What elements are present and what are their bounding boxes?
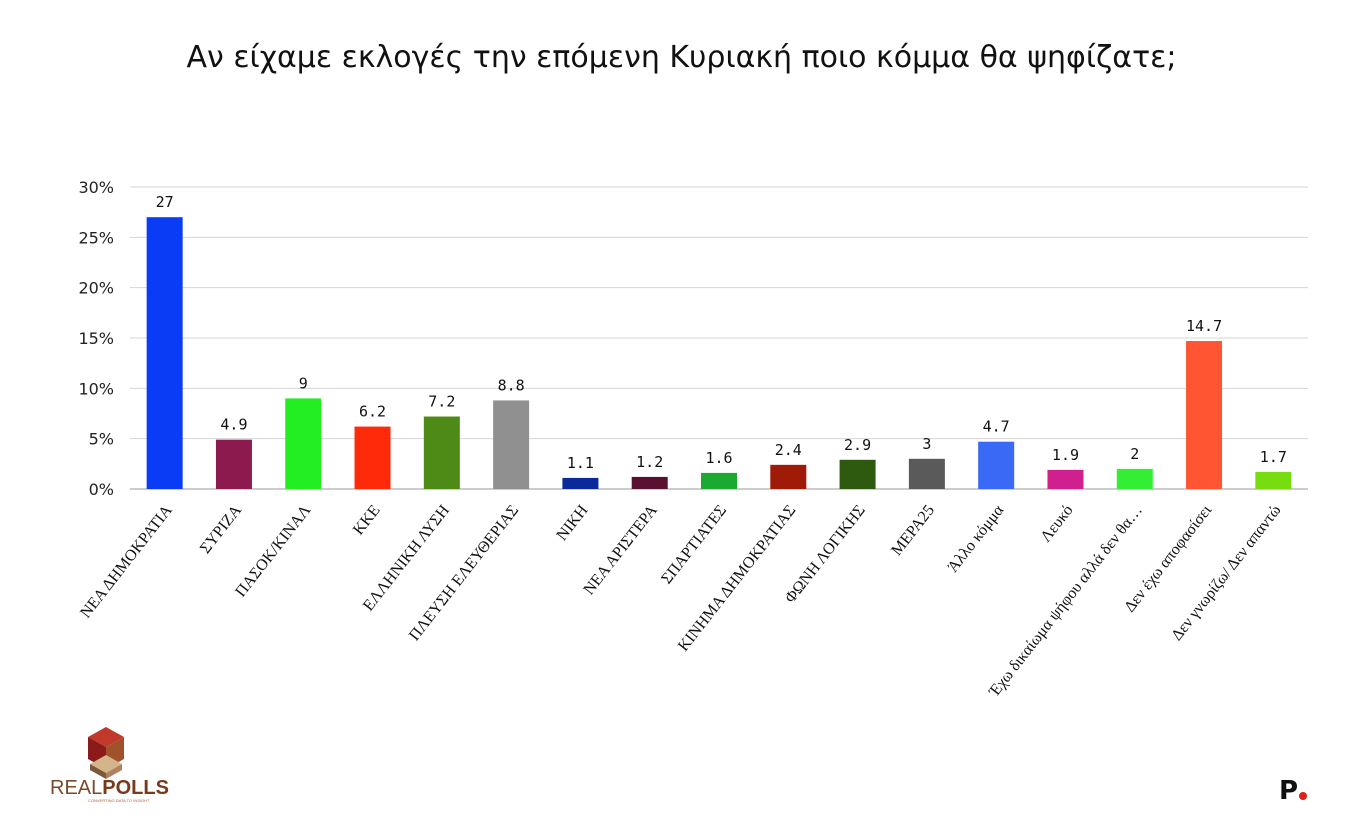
data-label: 2 bbox=[1130, 445, 1139, 463]
bar bbox=[285, 398, 322, 489]
y-tick-label: 20% bbox=[78, 279, 114, 298]
realpolls-text-b: POLLS bbox=[102, 777, 169, 799]
x-tick-label: ΜΕΡΑ25 bbox=[888, 502, 938, 559]
bar bbox=[908, 458, 945, 489]
x-tick-label: Λευκό bbox=[1037, 502, 1076, 546]
x-tick-label: ΚΚΕ bbox=[350, 502, 384, 538]
x-tick-label: ΣΥΡΙΖΑ bbox=[197, 502, 245, 557]
y-tick-label: 30% bbox=[78, 178, 114, 197]
x-tick-label: ΣΠΑΡΤΙΑΤΕΣ bbox=[658, 502, 730, 587]
x-tick-label: ΠΑΣΟΚ/ΚΙΝΑΛ bbox=[232, 502, 314, 601]
x-tick-label: Άλλο κόμμα bbox=[944, 502, 1007, 576]
data-label: 7.2 bbox=[428, 393, 455, 411]
realpolls-text-a: REAL bbox=[50, 777, 103, 799]
y-tick-label: 5% bbox=[89, 430, 114, 449]
bar bbox=[493, 400, 530, 489]
data-label: 2.4 bbox=[775, 441, 802, 459]
bar bbox=[631, 476, 668, 489]
bar bbox=[423, 416, 460, 489]
y-tick-label: 10% bbox=[78, 379, 114, 398]
y-tick-label: 0% bbox=[89, 480, 114, 499]
realpolls-tagline: CONVERTING DATA TO INSIGHT bbox=[88, 798, 150, 803]
data-label: 8.8 bbox=[498, 376, 525, 394]
data-label: 3 bbox=[922, 435, 931, 453]
bar bbox=[562, 477, 599, 489]
bar bbox=[770, 464, 807, 489]
gridlines bbox=[130, 186, 1308, 490]
bar bbox=[839, 459, 876, 489]
realpolls-logo: REALPOLLS CONVERTING DATA TO INSIGHT bbox=[44, 725, 174, 805]
x-tick-label: ΝΕΑ ΔΗΜΟΚΡΑΤΙΑ bbox=[77, 502, 176, 622]
bar bbox=[146, 217, 183, 489]
data-label: 1.7 bbox=[1260, 448, 1287, 466]
data-label: 27 bbox=[156, 193, 174, 211]
bar bbox=[215, 439, 252, 489]
y-tick-label: 15% bbox=[78, 329, 114, 348]
data-label: 14.7 bbox=[1186, 317, 1222, 335]
data-label: 1.9 bbox=[1052, 446, 1079, 464]
data-label: 4.9 bbox=[220, 416, 247, 434]
bar bbox=[1255, 471, 1292, 489]
x-tick-label: ΝΙΚΗ bbox=[554, 502, 592, 544]
x-tick-label: ΚΙΝΗΜΑ ΔΗΜΟΚΡΑΤΙΑΣ bbox=[675, 502, 799, 655]
data-label: 9 bbox=[299, 374, 308, 392]
data-labels: 27 4.9 9 6.2 7.2 8.8 1.1 1.2 1.6 2.4 2.9 3 4.7 1.9 2 14… bbox=[156, 193, 1287, 472]
publisher-logo-dot bbox=[1299, 792, 1307, 800]
y-axis-ticks: 0% 5% 10% 15% 20% 25% 30% bbox=[78, 178, 114, 499]
x-tick-label: ΝΕΑ ΑΡΙΣΤΕΡΑ bbox=[580, 502, 661, 599]
publisher-logo: P bbox=[1279, 776, 1299, 806]
bar bbox=[1047, 469, 1084, 489]
bar bbox=[354, 426, 391, 489]
realpolls-cube-icon bbox=[88, 727, 124, 779]
chart-title: Αν είχαμε εκλογές την επόμενη Κυριακή πο… bbox=[186, 40, 1177, 75]
bar bbox=[978, 441, 1015, 489]
data-label: 2.9 bbox=[844, 436, 871, 454]
bar bbox=[1186, 341, 1223, 489]
y-tick-label: 25% bbox=[78, 228, 114, 247]
data-label: 4.7 bbox=[983, 418, 1010, 436]
bar bbox=[1116, 468, 1153, 489]
bars bbox=[146, 217, 1292, 489]
data-label: 1.1 bbox=[567, 454, 594, 472]
data-label: 6.2 bbox=[359, 403, 386, 421]
data-label: 1.6 bbox=[705, 449, 732, 467]
bar bbox=[701, 472, 737, 489]
data-label: 1.2 bbox=[636, 453, 663, 471]
x-tick-label: Έχω δικαίωμα ψήφου αλλά δεν θα… bbox=[986, 502, 1146, 701]
